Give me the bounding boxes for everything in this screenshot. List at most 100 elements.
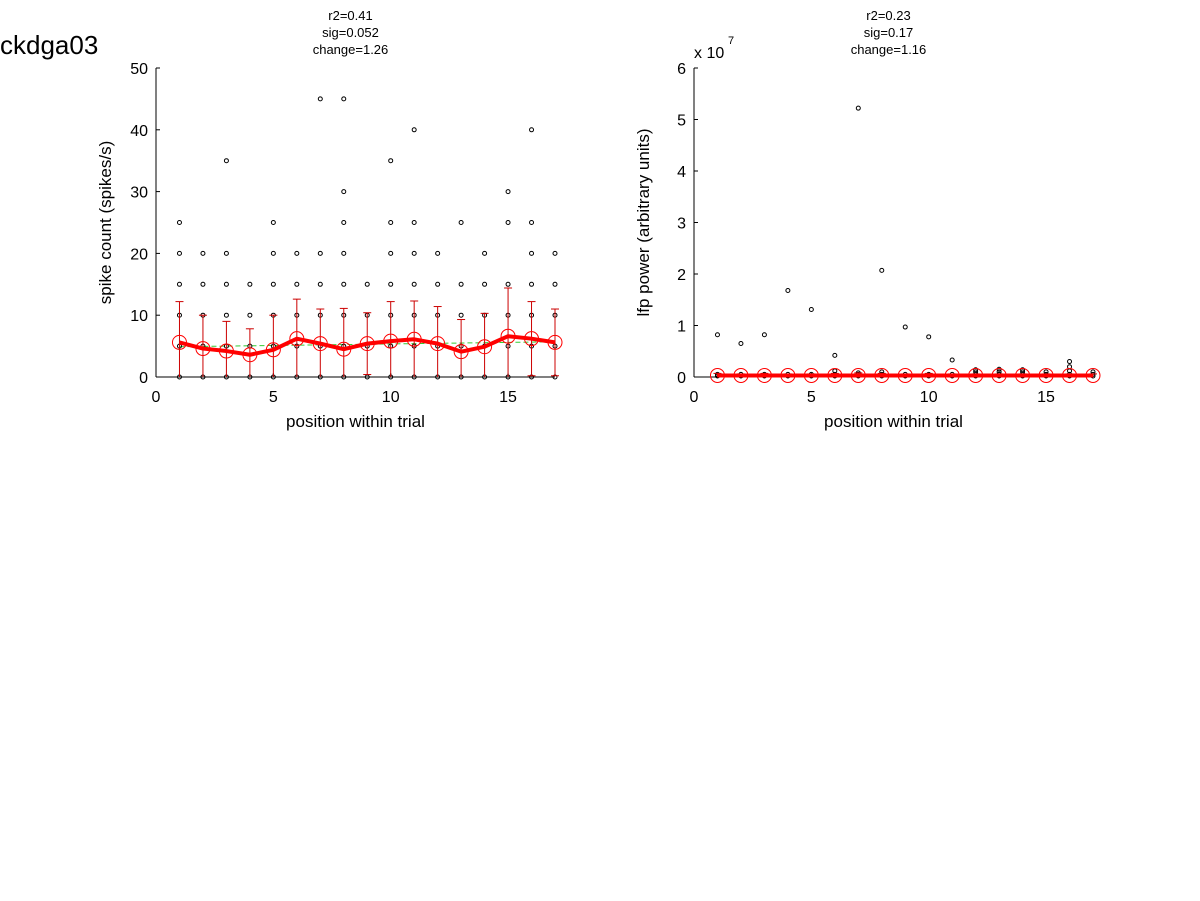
x-tick-label: 15: [499, 389, 517, 406]
mean-marker: [406, 331, 422, 347]
data-point: [973, 367, 979, 373]
data-point: [482, 250, 488, 256]
annotation-line: change=1.26: [313, 42, 389, 57]
data-point: [411, 220, 417, 225]
x-tick-label: 0: [690, 389, 699, 406]
data-point: [223, 158, 229, 164]
data-point: [529, 281, 535, 287]
y-tick-label: 6: [677, 61, 686, 78]
y-axis-label: lfp power (arbitrary units): [634, 128, 653, 316]
mean-marker: [383, 333, 399, 349]
exponent-label: x 10: [694, 45, 724, 62]
mean-marker: [195, 341, 211, 357]
data-point: [317, 96, 323, 102]
data-point: [317, 281, 323, 287]
y-tick-label: 0: [139, 370, 148, 387]
data-point: [411, 127, 417, 133]
data-point: [505, 281, 511, 287]
annotation-line: r2=0.41: [328, 8, 372, 23]
mean-marker: [1085, 367, 1101, 383]
mean-marker: [733, 367, 749, 383]
data-point: [1067, 359, 1073, 365]
y-tick-label: 1: [677, 319, 686, 336]
chart-1: 0 10 20 30 40 50 0 5 10 15 position within trial sp…: [96, 8, 563, 431]
data-point: [552, 250, 558, 256]
x-tick-label: 0: [152, 389, 161, 406]
page-title: ckdga03: [0, 30, 99, 60]
y-tick-label: 0: [677, 370, 686, 387]
mean-marker: [547, 334, 563, 350]
mean-marker: [265, 342, 281, 358]
mean-marker: [897, 367, 913, 383]
data-point: [529, 220, 535, 225]
mean-marker: [1038, 367, 1054, 383]
data-point: [364, 281, 370, 287]
data-point: [411, 281, 417, 287]
data-point: [902, 324, 908, 330]
data-point: [341, 189, 347, 195]
data-point: [247, 281, 253, 287]
data-point: [388, 250, 394, 256]
data-point: [294, 281, 300, 287]
data-point: [996, 366, 1002, 372]
annotation-line: r2=0.23: [866, 8, 910, 23]
data-point: [388, 220, 394, 225]
data-point: [176, 281, 182, 287]
y-tick-label: 50: [130, 61, 148, 78]
mean-marker: [171, 334, 187, 350]
mean-marker: [1015, 367, 1031, 383]
y-tick-label: 5: [677, 113, 686, 130]
data-point: [411, 250, 417, 256]
y-axis-label: spike count (spikes/s): [96, 141, 115, 304]
mean-marker: [709, 367, 725, 383]
data-point: [341, 220, 347, 225]
data-point: [714, 332, 720, 338]
data-point: [808, 307, 814, 313]
data-point: [1020, 367, 1026, 373]
data-point: [458, 312, 464, 318]
data-point: [176, 220, 182, 225]
data-point: [926, 334, 932, 340]
data-point: [1090, 369, 1096, 375]
x-tick-label: 5: [269, 389, 278, 406]
data-point: [270, 220, 276, 225]
mean-marker: [756, 367, 772, 383]
mean-marker: [944, 367, 960, 383]
data-point: [458, 281, 464, 287]
mean-marker: [336, 341, 352, 357]
data-point: [458, 220, 464, 225]
data-point: [388, 281, 394, 287]
data-point: [505, 220, 511, 225]
mean-marker: [921, 367, 937, 383]
data-point: [738, 341, 744, 347]
data-point: [270, 250, 276, 256]
mean-marker: [430, 336, 446, 352]
x-axis-label: position within trial: [286, 412, 425, 431]
data-point: [200, 250, 206, 256]
mean-marker: [874, 367, 890, 383]
data-point: [949, 357, 955, 363]
x-tick-label: 15: [1037, 389, 1055, 406]
x-tick-label: 10: [920, 389, 938, 406]
mean-marker: [991, 367, 1007, 383]
data-point: [341, 250, 347, 256]
annotation-line: change=1.16: [851, 42, 927, 57]
mean-marker: [218, 343, 234, 359]
data-point: [529, 250, 535, 256]
data-point: [785, 287, 791, 293]
y-tick-label: 40: [130, 123, 148, 140]
data-point: [223, 250, 229, 256]
data-point: [223, 281, 229, 287]
data-point: [761, 332, 767, 338]
mean-marker: [312, 336, 328, 352]
x-axis-label: position within trial: [824, 412, 963, 431]
data-point: [435, 250, 441, 256]
data-point: [200, 281, 206, 287]
x-tick-label: 10: [382, 389, 400, 406]
exponent-power: 7: [728, 35, 734, 47]
mean-marker: [500, 328, 516, 344]
data-point: [223, 312, 229, 318]
data-point: [317, 250, 323, 256]
mean-marker: [1062, 367, 1078, 383]
